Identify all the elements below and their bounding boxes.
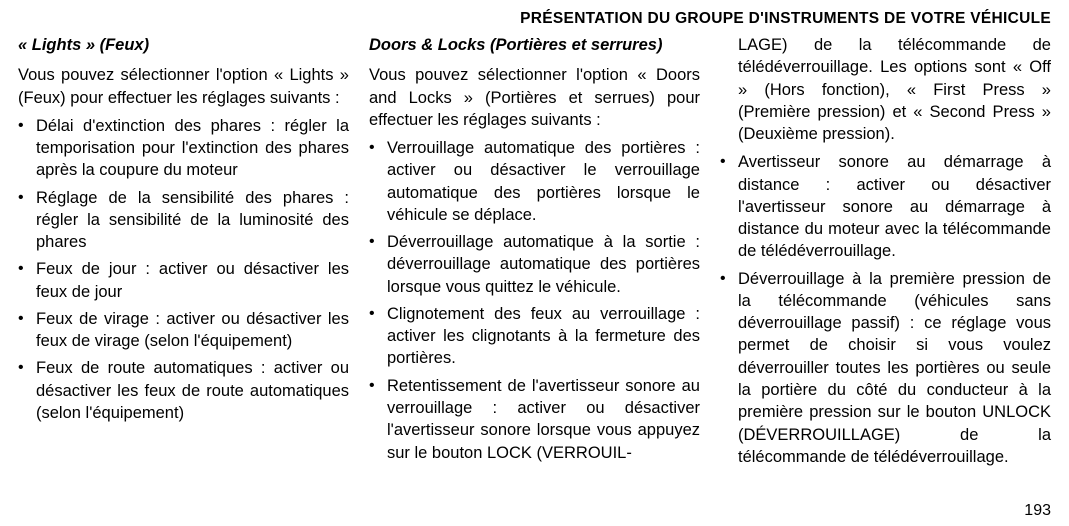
list-item: Feux de jour : activer ou désactiver les… <box>18 258 349 303</box>
list-doors: Verrouillage automatique des portières :… <box>369 137 700 464</box>
list-item: Verrouillage automatique des portières :… <box>369 137 700 226</box>
list-item: Avertisseur sonore au démarrage à distan… <box>720 151 1051 262</box>
list-lights: Délai d'extinction des phares : régler l… <box>18 115 349 424</box>
page-number: 193 <box>1024 502 1051 520</box>
list-item: Feux de route automatiques : activer ou … <box>18 357 349 424</box>
list-item: Délai d'extinction des phares : régler l… <box>18 115 349 182</box>
intro-doors: Vous pouvez sélectionner l'option « Door… <box>369 64 700 131</box>
list-item: Retentissement de l'avertisseur sonore a… <box>369 375 700 464</box>
list-item: Déverrouillage à la première pression de… <box>720 268 1051 468</box>
list-item: Clignotement des feux au verrouillage : … <box>369 303 700 370</box>
list-item: Feux de virage : activer ou désactiver l… <box>18 308 349 353</box>
column-2: Doors & Locks (Portières et serrures) Vo… <box>369 34 700 468</box>
section-title-lights: « Lights » (Feux) <box>18 34 349 56</box>
list-item: Déverrouillage automatique à la sortie :… <box>369 231 700 298</box>
columns-wrapper: « Lights » (Feux) Vous pouvez sélectionn… <box>18 34 1051 468</box>
list-item: Réglage de la sensibilité des phares : r… <box>18 187 349 254</box>
list-col3: Avertisseur sonore au démarrage à distan… <box>720 151 1051 468</box>
page-header: PRÉSENTATION DU GROUPE D'INSTRUMENTS DE … <box>18 10 1051 28</box>
column-1: « Lights » (Feux) Vous pouvez sélectionn… <box>18 34 349 468</box>
page: PRÉSENTATION DU GROUPE D'INSTRUMENTS DE … <box>0 0 1069 526</box>
intro-lights: Vous pouvez sélectionner l'option « Ligh… <box>18 64 349 109</box>
continuation-text: LAGE) de la télécommande de télédéverrou… <box>720 34 1051 145</box>
column-3: LAGE) de la télécommande de télédéverrou… <box>720 34 1051 468</box>
section-title-doors: Doors & Locks (Portières et serrures) <box>369 34 700 56</box>
